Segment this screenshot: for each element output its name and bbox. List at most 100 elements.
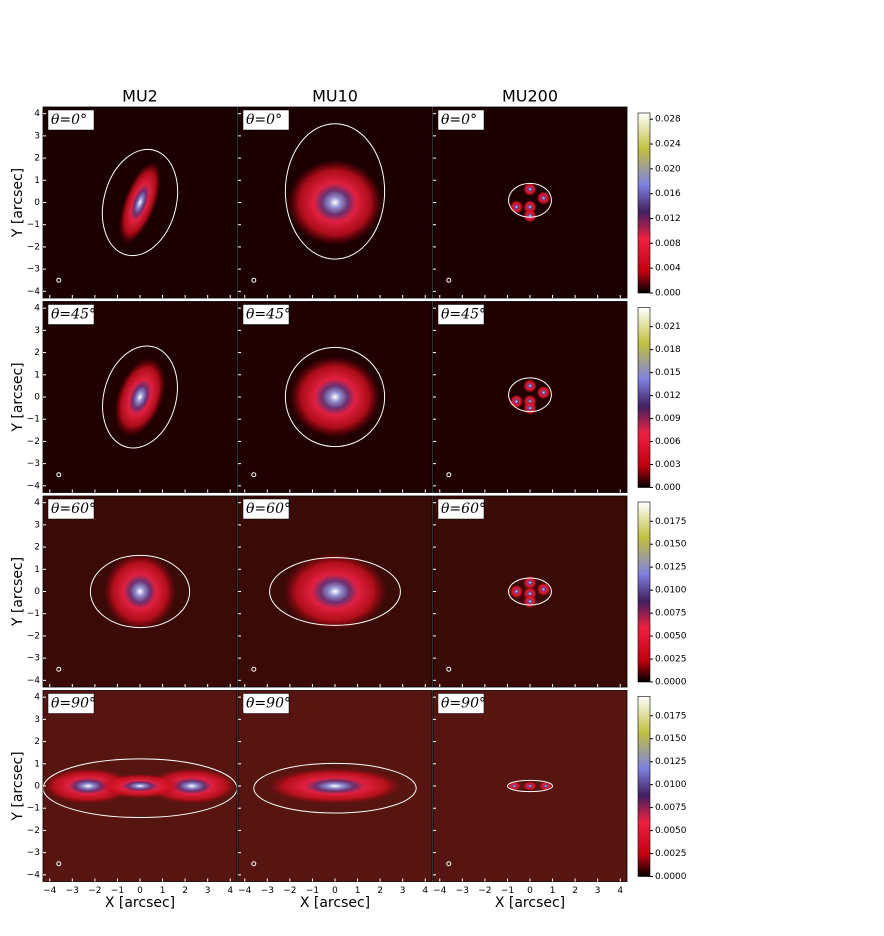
y-tick-label: 2 xyxy=(34,348,40,358)
contour xyxy=(508,182,552,218)
x-tick-label: −3 xyxy=(66,886,79,896)
y-tick-label: 4 xyxy=(34,109,40,119)
y-tick-label: 2 xyxy=(34,737,40,747)
x-tick-label: 3 xyxy=(400,886,406,896)
y-tick-label: 0 xyxy=(34,198,40,208)
emission xyxy=(523,781,537,791)
emission xyxy=(536,385,551,400)
colorbar-tick-label: 0.012 xyxy=(655,391,681,401)
colorbar-tick-label: 0.000 xyxy=(655,289,681,299)
x-tick-label: 2 xyxy=(182,886,188,896)
y-tick-label: −2 xyxy=(27,631,40,641)
colorbar-tick-label: 0.0050 xyxy=(655,632,687,642)
label-box xyxy=(47,109,95,131)
y-tick-label: 3 xyxy=(34,520,40,530)
beam xyxy=(446,861,452,867)
x-tick-label: −4 xyxy=(433,886,447,896)
contour xyxy=(269,557,401,626)
emission xyxy=(289,356,381,438)
y-tick-label: 4 xyxy=(34,304,40,314)
colorbar-tick-label: 0.009 xyxy=(655,414,681,424)
x-tick-label: −2 xyxy=(88,886,101,896)
colorbar-tick-label: 0.0125 xyxy=(655,757,687,767)
y-tick-label: −1 xyxy=(27,609,40,619)
emission xyxy=(114,358,166,436)
y-axis-label: Y [arcsec] xyxy=(10,557,26,627)
y-tick-label: 0 xyxy=(34,782,40,792)
colorbar-tick-label: 0.021 xyxy=(655,322,681,332)
colorbar-tick-label: 0.0025 xyxy=(655,655,687,665)
contour xyxy=(508,377,552,413)
panel-label: θ=45° xyxy=(51,307,96,323)
panel: θ=45° −4 −3 −2 −1 0 1 2 3 4 xyxy=(27,301,238,493)
column-title: MU200 xyxy=(502,87,558,106)
colorbar-tick-label: 0.006 xyxy=(655,437,681,447)
contour xyxy=(284,123,386,260)
colorbar-tick-label: 0.004 xyxy=(655,264,681,274)
x-tick-label: −1 xyxy=(306,886,319,896)
colorbar-tick-label: 0.015 xyxy=(655,368,681,378)
panel-label: θ=90° xyxy=(441,696,486,712)
emission xyxy=(509,584,524,599)
label-box xyxy=(47,304,95,325)
x-tick-label: 4 xyxy=(227,886,233,896)
panel: θ=0° −4 −3 −2 −1 0 1 2 3 4 xyxy=(27,106,238,299)
label-box xyxy=(437,498,485,520)
colorbar-tick-label: 0.0000 xyxy=(655,872,687,882)
y-tick-label: 2 xyxy=(34,543,40,553)
y-tick-label: −4 xyxy=(27,481,41,491)
contour xyxy=(506,779,554,793)
colorbar-tick-label: 0.0000 xyxy=(655,678,687,688)
x-tick-label: 0 xyxy=(137,886,143,896)
colorbar-tick-label: 0.012 xyxy=(655,214,681,224)
emission xyxy=(523,594,537,609)
colorbar xyxy=(637,696,651,877)
x-tick-label: 3 xyxy=(595,886,601,896)
beam xyxy=(251,472,257,478)
x-tick-label: 1 xyxy=(355,886,361,896)
label-box xyxy=(242,109,290,131)
x-tick-label: −1 xyxy=(501,886,514,896)
beam xyxy=(56,861,62,867)
y-axis-label: Y [arcsec] xyxy=(10,168,26,238)
panel: θ=0° xyxy=(237,106,433,299)
y-tick-label: −3 xyxy=(27,265,40,275)
beam xyxy=(251,666,257,672)
colorbar-tick-label: 0.0150 xyxy=(655,734,687,744)
y-tick-label: 3 xyxy=(34,131,40,141)
label-box xyxy=(437,109,485,131)
y-tick-label: 1 xyxy=(34,370,40,380)
y-tick-label: −4 xyxy=(27,870,41,880)
label-box xyxy=(242,498,290,520)
x-tick-label: 0 xyxy=(332,886,338,896)
emission xyxy=(119,161,161,244)
panel-label: θ=0° xyxy=(51,112,87,128)
emission xyxy=(103,553,177,630)
y-tick-label: 4 xyxy=(34,693,40,703)
x-tick-label: 1 xyxy=(550,886,556,896)
label-box xyxy=(242,304,290,325)
emission xyxy=(536,582,551,597)
panel: θ=60° −4 −3 −2 −1 0 1 2 3 4 xyxy=(27,495,238,688)
label-box xyxy=(242,693,290,714)
panel-label: θ=0° xyxy=(246,112,282,128)
colorbar xyxy=(637,501,651,683)
colorbar-tick-label: 0.0075 xyxy=(655,803,687,813)
emission xyxy=(536,191,551,205)
y-tick-label: 0 xyxy=(34,393,40,403)
column-title: MU10 xyxy=(312,87,358,106)
y-tick-label: −1 xyxy=(27,804,40,814)
x-tick-label: −2 xyxy=(478,886,491,896)
beam xyxy=(446,277,452,283)
panel: θ=90° −4 −3 −2 −1 0 1 2 3 4 xyxy=(432,690,628,896)
contour xyxy=(508,577,552,606)
panel-label: θ=45° xyxy=(246,307,291,323)
x-axis-label: X [arcsec] xyxy=(105,895,175,911)
y-tick-label: 3 xyxy=(34,715,40,725)
x-tick-label: −3 xyxy=(456,886,469,896)
panel-label: θ=90° xyxy=(51,696,96,712)
beam xyxy=(56,277,62,283)
label-box xyxy=(47,498,95,520)
colorbar xyxy=(637,307,651,488)
x-tick-label: 3 xyxy=(205,886,211,896)
